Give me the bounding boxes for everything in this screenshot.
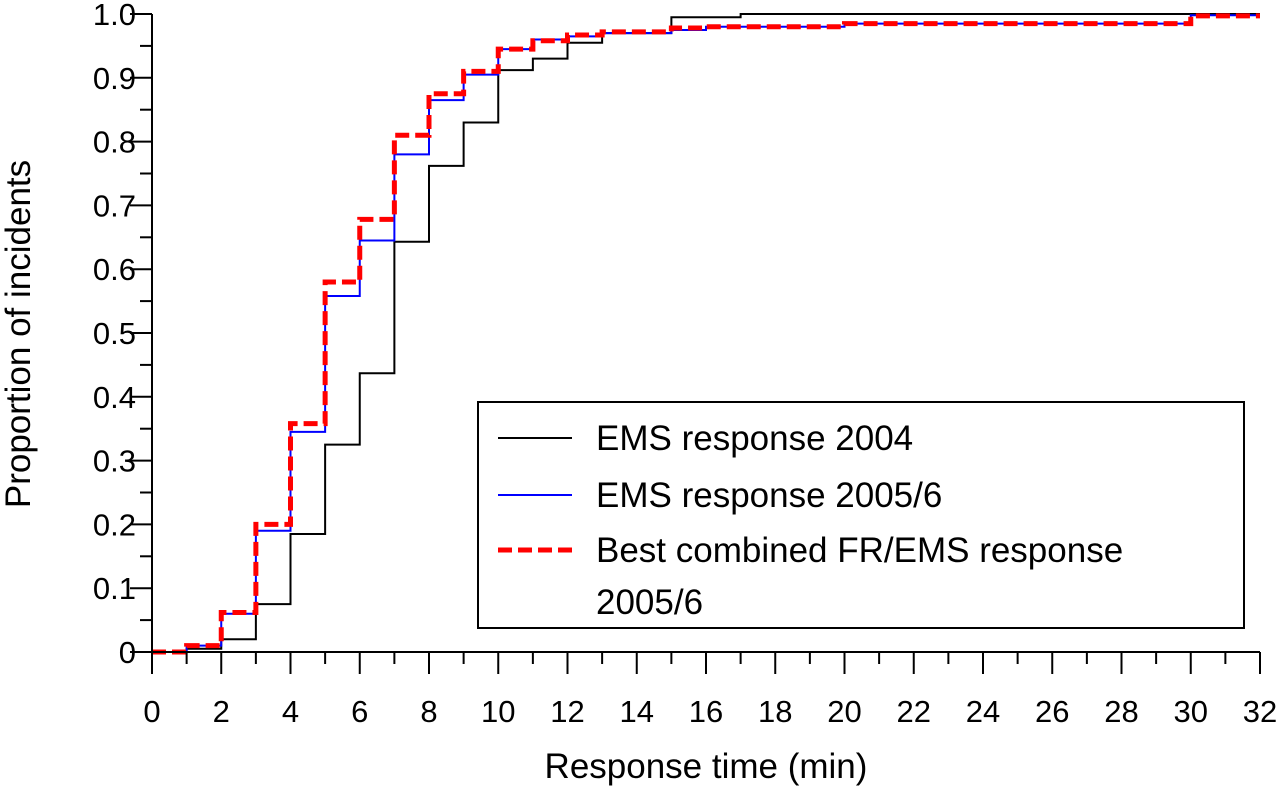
x-tick-label: 4 bbox=[282, 694, 299, 729]
y-tick-label: 0.9 bbox=[93, 61, 136, 96]
legend-label-2: EMS response 2005/6 bbox=[596, 476, 942, 515]
x-tick-label: 22 bbox=[897, 694, 931, 729]
y-tick-label: 1.0 bbox=[93, 0, 136, 32]
x-tick-label: 28 bbox=[1104, 694, 1138, 729]
x-tick-label: 16 bbox=[689, 694, 723, 729]
legend-box bbox=[477, 401, 1245, 629]
legend-label-3: 2005/6 bbox=[596, 583, 703, 622]
x-tick-label: 12 bbox=[550, 694, 584, 729]
x-tick-label: 10 bbox=[481, 694, 515, 729]
x-tick-label: 8 bbox=[420, 694, 437, 729]
y-tick-label: 0.2 bbox=[93, 507, 136, 542]
y-tick-label: 0.7 bbox=[93, 188, 136, 223]
x-tick-label: 30 bbox=[1174, 694, 1208, 729]
legend: EMS response 2004 EMS response 2005/6 Best… bbox=[477, 401, 1245, 629]
y-tick-label: 0 bbox=[119, 635, 136, 670]
y-tick-label: 0.6 bbox=[93, 252, 136, 287]
x-tick-label: 18 bbox=[758, 694, 792, 729]
x-tick-label: 20 bbox=[827, 694, 861, 729]
y-tick-label: 0.5 bbox=[93, 316, 136, 351]
axes: 0 2 4 6 8 10 12 14 16 18 20 22 24 26 28 30 3200.10.20.30… bbox=[93, 0, 1277, 729]
series-line-3 bbox=[152, 13, 1260, 655]
x-axis-title: Response time (min) bbox=[545, 747, 868, 786]
x-tick-label: 32 bbox=[1243, 694, 1277, 729]
y-tick-label: 0.4 bbox=[93, 380, 136, 415]
legend-label-1: EMS response 2004 bbox=[596, 419, 913, 458]
x-tick-label: 2 bbox=[213, 694, 230, 729]
y-tick-label: 0.1 bbox=[93, 571, 136, 606]
x-tick-label: 0 bbox=[143, 694, 160, 729]
x-tick-label: 6 bbox=[351, 694, 368, 729]
x-tick-label: 26 bbox=[1035, 694, 1069, 729]
y-tick-label: 0.3 bbox=[93, 444, 136, 479]
y-axis-title: Proportion of incidents bbox=[0, 160, 38, 508]
y-tick-label: 0.8 bbox=[93, 125, 136, 160]
x-tick-label: 24 bbox=[966, 694, 1000, 729]
series-layer bbox=[152, 13, 1260, 655]
x-tick-label: 14 bbox=[620, 694, 654, 729]
legend-label-3: Best combined FR/EMS response bbox=[596, 531, 1123, 570]
